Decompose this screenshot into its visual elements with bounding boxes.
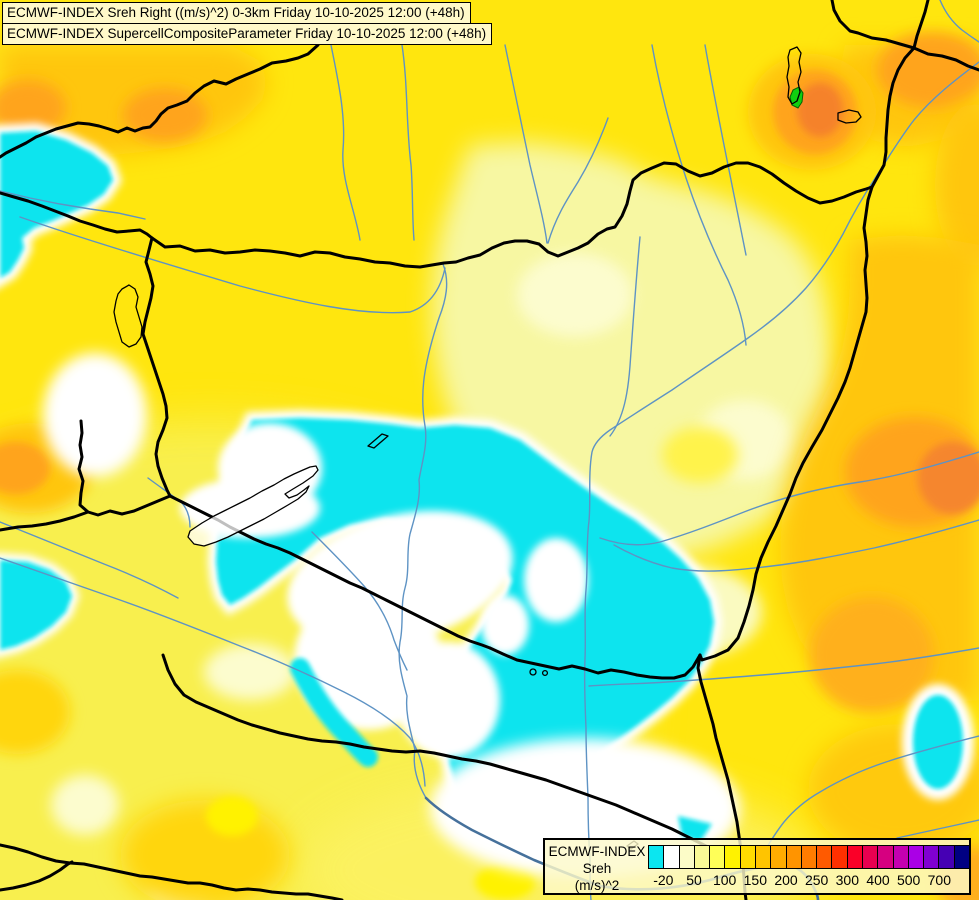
legend-color-cell <box>861 846 878 868</box>
legend-color-cell <box>846 846 862 868</box>
legend-color-cell <box>739 846 755 868</box>
legend-ticks: -20 50 100 150 200 250 300 400 500 700 <box>648 870 970 892</box>
legend-color-cell <box>754 846 771 868</box>
legend-units: (m/s)^2 <box>574 878 620 893</box>
legend-color-cell <box>953 846 969 868</box>
legend-box: ECMWF-INDEX Sreh (m/s)^2 -20 50 100 150 200 2… <box>543 838 971 895</box>
legend-color-cell <box>678 846 694 868</box>
field-warm-layer <box>0 32 979 900</box>
legend-color-cell <box>785 846 801 868</box>
legend-color-cell <box>907 846 924 868</box>
legend-color-cell <box>938 846 954 868</box>
legend-tick-label: 300 <box>835 872 860 888</box>
map-title-primary-text: ECMWF-INDEX Sreh Right ((m/s)^2) 0-3km F… <box>7 5 465 20</box>
legend-tick-label: 50 <box>686 872 702 888</box>
legend-color-cell <box>831 846 847 868</box>
legend-color-cell <box>816 846 832 868</box>
legend-product-name: ECMWF-INDEX <box>548 844 646 859</box>
legend-color-cell <box>693 846 710 868</box>
lake-balaton-outline <box>187 465 319 547</box>
legend-color-cell <box>923 846 939 868</box>
map-title-secondary-text: ECMWF-INDEX SupercellCompositeParameter … <box>7 26 487 41</box>
legend-color-cell <box>892 846 908 868</box>
legend-color-cell <box>649 846 664 868</box>
legend-color-scale <box>648 845 970 869</box>
legend-parameter-name: Sreh <box>582 861 612 876</box>
legend-tick-label: 200 <box>774 872 798 888</box>
lakes-layer <box>113 46 862 850</box>
legend-color-cell <box>709 846 725 868</box>
legend-tick-label: 250 <box>804 872 829 888</box>
legend-tick-label: 400 <box>866 872 890 888</box>
legend-color-cell <box>877 846 893 868</box>
legend-label: ECMWF-INDEX Sreh (m/s)^2 <box>545 840 649 893</box>
legend-color-cell <box>724 846 740 868</box>
legend-color-cell <box>663 846 679 868</box>
legend-tick-label: 100 <box>712 872 737 888</box>
legend-tick-label: -20 <box>653 872 674 888</box>
legend-color-cell <box>770 846 786 868</box>
map-title-primary: ECMWF-INDEX Sreh Right ((m/s)^2) 0-3km F… <box>2 2 471 24</box>
legend-tick-label: 500 <box>896 872 921 888</box>
legend-tick-label: 700 <box>927 872 952 888</box>
map-title-secondary: ECMWF-INDEX SupercellCompositeParameter … <box>2 23 493 45</box>
lake-ferto-outline <box>113 284 143 348</box>
legend-color-cell <box>800 846 817 868</box>
legend-tick-label: 150 <box>743 872 768 888</box>
